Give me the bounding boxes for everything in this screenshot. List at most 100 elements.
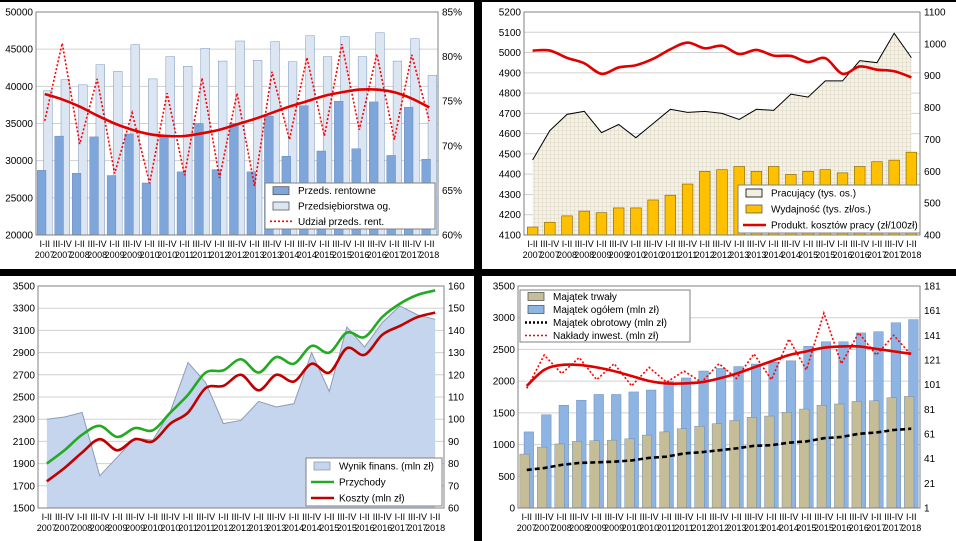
- x-tick-label: III-IV: [575, 239, 594, 249]
- x-tick-label: III-IV: [570, 512, 589, 522]
- area-outline: [532, 32, 912, 161]
- chart-panel-1: 20000 25000 30000 35000 40000 45000 50000 60% 65…: [0, 2, 474, 269]
- x-tick-label: III-IV: [196, 512, 215, 522]
- bar: [904, 396, 915, 509]
- x-tick-label: I-II: [631, 239, 642, 249]
- y2-tick-label: 60: [448, 504, 460, 515]
- x-tick-label: I-II: [731, 512, 742, 522]
- x-tick-year: 2011: [175, 250, 194, 260]
- x-tick-label: III-IV: [747, 239, 766, 249]
- area-fill: [46, 305, 436, 508]
- x-tick-label: I-II: [596, 239, 607, 249]
- x-tick-label: I-II: [218, 512, 229, 522]
- x-tick-label: I-II: [837, 239, 848, 249]
- x-tick-label: I-II: [803, 239, 814, 249]
- bar: [519, 453, 530, 509]
- x-tick-year: 2016: [355, 523, 375, 533]
- y-tick-label: 2100: [13, 437, 36, 448]
- y-tick-label: 1500: [13, 504, 36, 515]
- x-tick-label: I-II: [766, 512, 777, 522]
- bar: [578, 210, 590, 236]
- x-tick-year: 2011: [192, 250, 211, 260]
- legend-swatch: [527, 292, 545, 301]
- bar: [561, 215, 573, 236]
- legend-label: Produkt. kosztów pracy (zł/100zł): [771, 221, 918, 232]
- y-tick-label: 2700: [13, 370, 36, 381]
- bar: [159, 135, 169, 236]
- x-tick-label: I-II: [527, 239, 538, 249]
- x-tick-label: I-II: [395, 512, 406, 522]
- legend-box: [519, 289, 691, 343]
- x-tick-label: I-II: [430, 512, 441, 522]
- x-tick-year: 2009: [105, 250, 125, 260]
- x-tick-label: III-IV: [712, 239, 731, 249]
- y2-tick-label: 400: [924, 231, 941, 242]
- y-tick-label: 4500: [499, 149, 522, 160]
- x-tick-year: 2008: [569, 523, 589, 533]
- x-tick-year: 2013: [266, 523, 286, 533]
- x-tick-year: 2012: [213, 523, 233, 533]
- x-tick-label: III-IV: [193, 239, 212, 249]
- y2-tick-label: 120: [448, 370, 465, 381]
- x-tick-year: 2010: [160, 523, 180, 533]
- x-tick-year: 2016: [849, 523, 869, 533]
- legend-label: Majątek ogółem (mln zł): [553, 305, 659, 316]
- x-tick-label: I-II: [77, 512, 88, 522]
- x-tick-year: 2013: [726, 523, 746, 533]
- x-tick-year: 2017: [867, 250, 887, 260]
- x-tick-year: 2008: [72, 523, 92, 533]
- x-tick-label: I-II: [562, 239, 573, 249]
- y2-tick-label: 600: [924, 167, 941, 178]
- y-tick-label: 3100: [13, 326, 36, 337]
- x-tick-label: III-IV: [88, 239, 107, 249]
- x-tick-label: III-IV: [816, 239, 835, 249]
- x-tick-year: 2016: [372, 523, 392, 533]
- y2-tick-label: 60%: [442, 231, 462, 242]
- x-tick-label: I-II: [214, 239, 225, 249]
- x-tick-label: III-IV: [709, 512, 728, 522]
- x-tick-year: 2017: [384, 250, 404, 260]
- x-tick-year: 2007: [540, 250, 560, 260]
- series-line: [46, 289, 436, 465]
- x-tick-year: 2018: [901, 250, 921, 260]
- x-tick-year: 2009: [609, 250, 629, 260]
- bar: [176, 171, 186, 236]
- x-tick-label: I-II: [661, 512, 672, 522]
- legend-box: [737, 184, 921, 234]
- y-tick-label: 4900: [499, 68, 522, 79]
- x-tick-label: III-IV: [373, 512, 392, 522]
- y-tick-label: 25000: [5, 193, 33, 204]
- legend-label: Koszty (mln zł): [339, 494, 405, 505]
- series-line: [525, 344, 912, 387]
- y-tick-label: 4100: [499, 231, 522, 242]
- bar: [554, 443, 565, 509]
- bar: [124, 133, 134, 236]
- legend-label: Przychody: [339, 478, 386, 489]
- x-tick-label: I-II: [42, 512, 53, 522]
- x-tick-year: 2017: [884, 250, 904, 260]
- x-tick-year: 2015: [815, 250, 835, 260]
- x-tick-label: I-II: [801, 512, 812, 522]
- bar: [869, 400, 880, 509]
- x-tick-label: I-II: [109, 239, 120, 249]
- x-tick-label: I-II: [424, 239, 435, 249]
- bar: [229, 123, 239, 236]
- x-tick-label: I-II: [906, 512, 917, 522]
- bar: [624, 438, 635, 509]
- x-tick-year: 2014: [302, 523, 322, 533]
- y2-tick-label: 900: [924, 71, 941, 82]
- bar: [89, 136, 99, 236]
- x-tick-year: 2011: [178, 523, 197, 533]
- y2-tick-label: 41: [924, 454, 936, 465]
- x-tick-label: III-IV: [161, 512, 180, 522]
- y2-tick-label: 130: [448, 348, 465, 359]
- x-tick-year: 2011: [674, 523, 693, 533]
- x-tick-year: 2016: [367, 250, 387, 260]
- bar: [71, 173, 82, 236]
- y-tick-label: 3000: [493, 313, 516, 324]
- x-tick-label: III-IV: [158, 239, 177, 249]
- x-tick-year: 2011: [661, 250, 680, 260]
- x-tick-label: III-IV: [267, 512, 286, 522]
- legend-label: Przedsiębiorstwa og.: [298, 202, 391, 213]
- x-tick-label: I-II: [289, 512, 300, 522]
